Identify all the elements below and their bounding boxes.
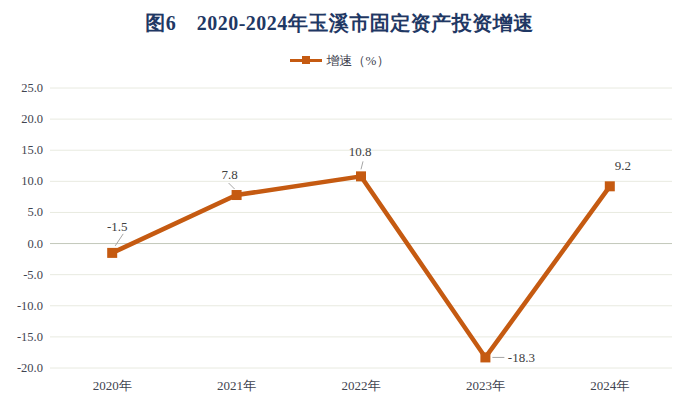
data-label-leader-line xyxy=(229,183,235,189)
y-tick-label: 15.0 xyxy=(21,143,43,157)
x-tick-label: 2021年 xyxy=(217,378,256,393)
legend: 增速（%） xyxy=(0,52,679,70)
data-label: 7.8 xyxy=(221,167,237,182)
y-tick-label: -5.0 xyxy=(23,268,43,282)
legend-line-square-marker-icon xyxy=(290,56,322,66)
y-tick-label: -20.0 xyxy=(17,361,43,375)
y-tick-label: 20.0 xyxy=(21,112,43,126)
chart-container: 图6 2020-2024年玉溪市固定资产投资增速 增速（%） 25.0 20.0 1… xyxy=(0,0,679,406)
y-tick-label: -15.0 xyxy=(17,330,43,344)
data-label: -18.3 xyxy=(508,350,535,365)
x-tick-label: 2020年 xyxy=(93,378,132,393)
data-label: -1.5 xyxy=(107,219,128,234)
y-tick-label: -10.0 xyxy=(17,299,43,313)
line-chart-svg: 25.0 20.0 15.0 10.0 5.0 0.0 -5.0 -10.0 -15.0 -20.… xyxy=(0,70,679,406)
series-line xyxy=(112,176,610,357)
chart-title: 图6 2020-2024年玉溪市固定资产投资增速 xyxy=(0,10,679,37)
data-label: 9.2 xyxy=(615,158,631,173)
data-point-marker xyxy=(232,190,242,200)
x-tick-label: 2024年 xyxy=(590,378,629,393)
y-tick-label: 0.0 xyxy=(27,237,43,251)
legend-label: 增速（%） xyxy=(327,52,390,70)
x-tick-label: 2023年 xyxy=(466,378,505,393)
data-label: 10.8 xyxy=(349,144,372,159)
data-point-marker xyxy=(480,352,490,362)
line-chart-plot-area: 25.0 20.0 15.0 10.0 5.0 0.0 -5.0 -10.0 -15.0 -20.… xyxy=(0,70,679,406)
data-label-leader-line xyxy=(361,161,363,169)
data-label-leader-line xyxy=(115,234,123,246)
y-tick-label: 25.0 xyxy=(21,81,43,95)
y-tick-label: 10.0 xyxy=(21,174,43,188)
data-point-marker xyxy=(605,181,615,191)
data-point-marker xyxy=(356,171,366,181)
data-point-marker xyxy=(107,248,117,258)
legend-square-icon xyxy=(302,56,310,64)
y-tick-label: 5.0 xyxy=(27,205,43,219)
x-tick-label: 2022年 xyxy=(342,378,381,393)
